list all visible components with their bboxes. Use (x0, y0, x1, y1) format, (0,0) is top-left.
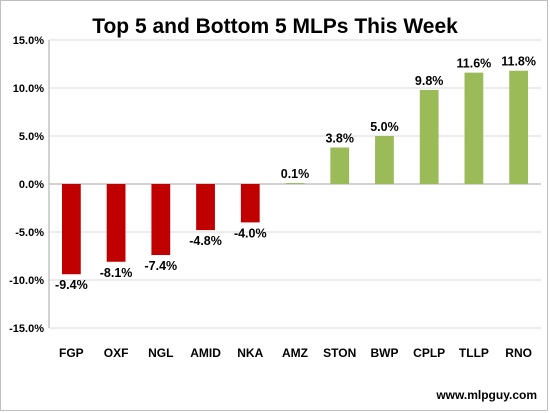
data-label: 5.0% (370, 120, 399, 134)
data-label: 11.8% (501, 55, 536, 69)
x-tick-label: FGP (59, 346, 84, 360)
data-label: -4.8% (189, 234, 222, 248)
bar-bwp (375, 136, 394, 184)
x-tick-label: RNO (505, 346, 532, 360)
data-label: 0.1% (281, 167, 310, 181)
chart-title: Top 5 and Bottom 5 MLPs This Week (92, 15, 458, 38)
data-label: 11.6% (457, 57, 492, 71)
bar-ston (330, 147, 350, 184)
data-label: -7.4% (144, 259, 177, 273)
y-tick-label: -5.0% (15, 227, 44, 239)
y-tick-label: 5.0% (19, 131, 44, 143)
y-axis: 15.0% 10.0% 5.0% 0.0% -5.0% -10.0% -15.0% (9, 35, 50, 335)
gridlines (49, 39, 541, 329)
bar-ngl (151, 184, 171, 256)
bars (61, 70, 529, 275)
data-label: -9.4% (55, 278, 88, 292)
x-tick-label: CPLP (413, 346, 445, 360)
bar-amid (196, 184, 215, 231)
bar-cplp (419, 89, 439, 184)
bar-amz (285, 183, 305, 184)
bar-fgp (61, 184, 81, 275)
bar-rno (509, 70, 529, 184)
data-labels: -9.4% -8.1% -7.4% -4.8% -4.0% 0.1% 3.8% 5.0% 9.8… (55, 55, 536, 293)
y-tick-label: 0.0% (19, 179, 44, 191)
x-axis-labels: FGP OXF NGL AMID NKA AMZ STON BWP CPLP TLLP RNO (59, 346, 532, 360)
x-tick-label: NKA (237, 346, 263, 360)
bar-oxf (106, 184, 126, 262)
y-tick-label: -15.0% (9, 323, 44, 335)
data-label: -8.1% (100, 266, 133, 280)
data-label: 3.8% (325, 132, 354, 146)
y-tick-label: -10.0% (9, 275, 44, 287)
bar-tllp (464, 72, 484, 184)
x-tick-label: STON (323, 346, 356, 360)
bar-nka (240, 184, 260, 223)
y-tick-label: 15.0% (13, 35, 44, 47)
source-credit: www.mlpguy.com (435, 388, 537, 402)
y-tick-label: 10.0% (13, 83, 44, 95)
x-tick-label: OXF (104, 346, 129, 360)
x-tick-label: AMID (190, 346, 221, 360)
data-label: 9.8% (415, 74, 444, 88)
x-tick-label: TLLP (459, 346, 489, 360)
data-label: -4.0% (234, 226, 267, 240)
x-tick-label: BWP (370, 346, 398, 360)
x-tick-label: AMZ (282, 346, 308, 360)
x-tick-label: NGL (148, 346, 173, 360)
